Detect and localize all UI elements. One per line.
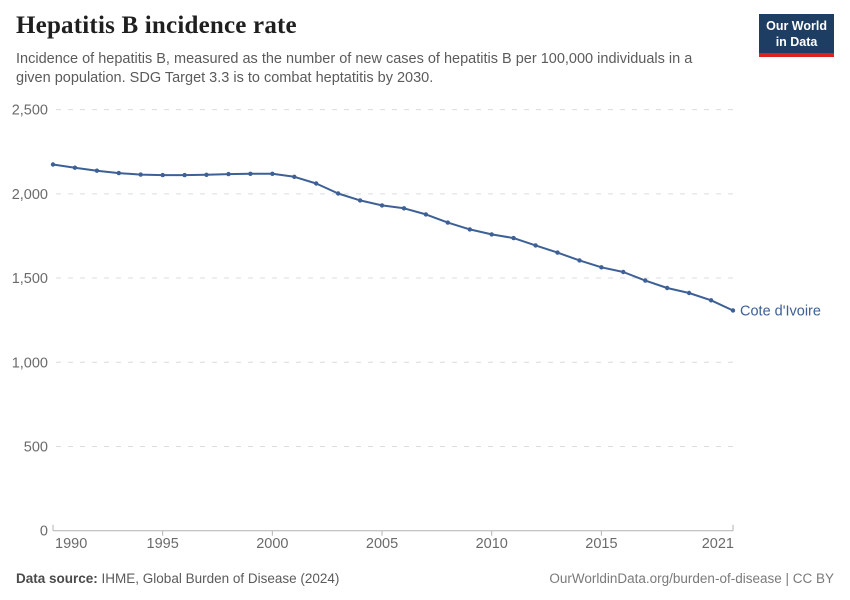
data-point [577, 258, 582, 263]
data-point [401, 206, 407, 211]
series-label: Cote d'Ivoire [740, 304, 821, 320]
data-point [533, 243, 538, 248]
y-axis-tick-label: 1,500 [12, 271, 48, 287]
data-point [643, 278, 648, 283]
owid-logo[interactable]: Our World in Data [759, 14, 834, 57]
data-point [467, 227, 472, 232]
data-point [138, 172, 143, 177]
x-axis-tick-label: 2010 [476, 536, 508, 552]
data-point [730, 308, 736, 313]
x-axis-tick-label: 1990 [55, 536, 87, 552]
data-point [116, 170, 122, 176]
owid-logo-line2: in Data [775, 35, 818, 49]
y-axis-tick-label: 500 [24, 439, 48, 455]
data-point [182, 172, 187, 178]
credit-link[interactable]: OurWorldinData.org/burden-of-disease | C… [549, 571, 834, 586]
data-point [555, 250, 560, 255]
data-point [248, 171, 253, 176]
data-point [357, 198, 363, 203]
owid-logo-line1: Our World [766, 19, 827, 33]
data-point [50, 162, 56, 167]
data-point [336, 191, 341, 196]
data-point [292, 174, 297, 179]
trend-line [52, 163, 734, 312]
data-point [599, 265, 604, 270]
data-point [511, 235, 516, 241]
y-axis-tick-label: 2,000 [12, 187, 48, 203]
x-axis-tick-label: 1995 [147, 536, 179, 552]
y-axis-tick-label: 1,000 [12, 355, 48, 371]
x-axis-tick-label: 2015 [585, 536, 617, 552]
data-point [72, 165, 78, 170]
data-point [379, 203, 385, 208]
data-point [270, 171, 275, 176]
data-point [489, 232, 494, 237]
data-point [94, 168, 100, 173]
data-point [621, 269, 626, 275]
data-source-label: Data source: [16, 571, 98, 586]
page-title: Hepatitis B incidence rate [16, 12, 297, 39]
data-point [204, 172, 209, 177]
y-axis-tick-label: 0 [40, 524, 48, 540]
data-point [445, 220, 450, 225]
x-axis-tick-label: 2000 [256, 536, 288, 552]
data-point [708, 298, 714, 303]
data-source: Data source: IHME, Global Burden of Dise… [16, 571, 339, 586]
data-point [686, 290, 692, 296]
data-point [423, 212, 429, 217]
x-axis-tick-label: 2021 [702, 536, 734, 552]
x-axis-tick-label: 2005 [366, 536, 398, 552]
data-point [160, 172, 165, 178]
y-axis-tick-label: 2,500 [12, 103, 48, 119]
data-point [314, 181, 319, 186]
chart-subtitle: Incidence of hepatitis B, measured as th… [16, 51, 693, 87]
data-point [226, 171, 231, 177]
data-point [665, 285, 670, 291]
data-source-value: IHME, Global Burden of Disease (2024) [101, 571, 340, 586]
